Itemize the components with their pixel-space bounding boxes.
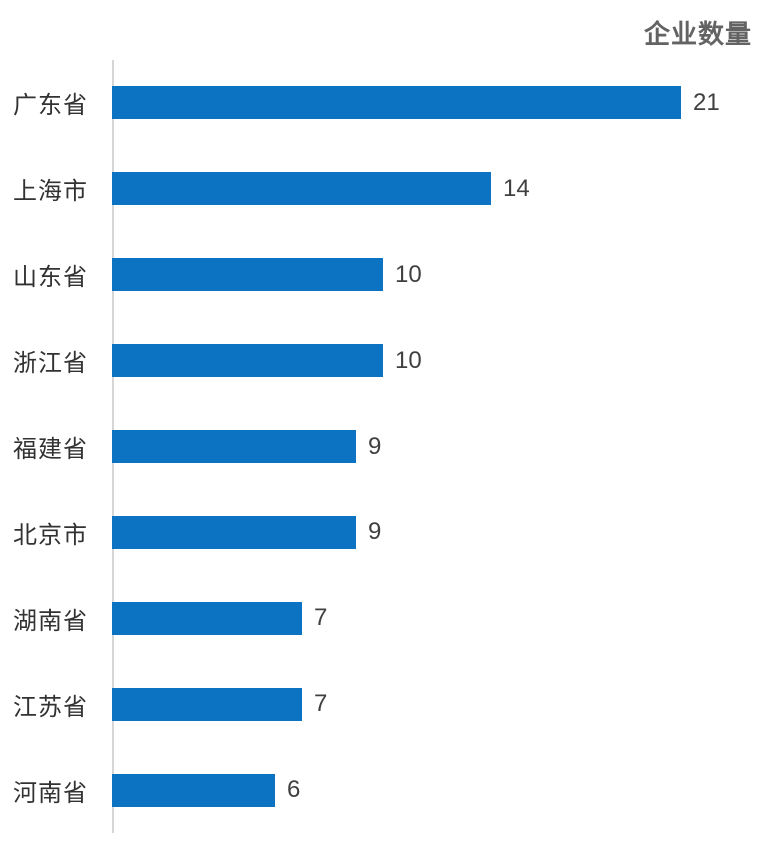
bar [112,430,356,463]
bar-area: 10 [112,318,772,404]
bar-row: 福建省 9 [0,404,772,490]
bar [112,172,491,206]
bar [112,515,356,549]
value-label: 10 [395,346,422,374]
value-label: 7 [314,690,328,718]
bar-row: 山东省 10 [0,232,772,318]
bar [112,601,302,635]
category-label: 江苏省 [13,694,88,721]
bar-area: 14 [112,146,772,232]
value-label: 10 [395,260,422,288]
bar-area: 7 [112,575,772,661]
value-label: 14 [503,174,530,202]
bar-area: 10 [112,232,772,318]
category-label: 上海市 [13,179,88,206]
category-label: 北京市 [13,522,88,549]
category-label: 广东省 [13,93,88,120]
category-label: 山东省 [13,265,88,292]
bar [112,86,681,120]
bar-row: 上海市 14 [0,146,772,232]
value-label: 9 [368,432,382,460]
bar-row: 江苏省 7 [0,661,772,747]
value-label: 21 [693,88,720,116]
category-label: 河南省 [13,780,88,807]
bar-row: 浙江省 10 [0,318,772,404]
bar-row: 北京市 9 [0,489,772,575]
bar-area: 21 [112,60,772,146]
bar-area: 7 [112,661,772,747]
bar [112,344,383,378]
bar [112,258,383,292]
value-label: 9 [368,518,382,546]
bar-row: 湖南省 7 [0,575,772,661]
category-label: 福建省 [13,437,88,463]
bar [112,687,302,721]
bar-area: 9 [112,404,772,490]
chart-title: 企业数量 [643,19,752,49]
bar [112,773,275,807]
value-label: 7 [314,604,328,632]
bar-row: 广东省 21 [0,60,772,146]
bar-rows: 广东省 21 上海市 14 山东省 10 浙江省 10 福建省 9 [0,60,772,833]
plot-area: 广东省 21 上海市 14 山东省 10 浙江省 10 福建省 9 [0,60,772,833]
bar-row: 河南省 6 [0,747,772,833]
category-label: 浙江省 [13,351,88,378]
category-label: 湖南省 [13,608,88,635]
bar-area: 9 [112,489,772,575]
value-label: 6 [287,776,301,804]
bar-area: 6 [112,747,772,833]
